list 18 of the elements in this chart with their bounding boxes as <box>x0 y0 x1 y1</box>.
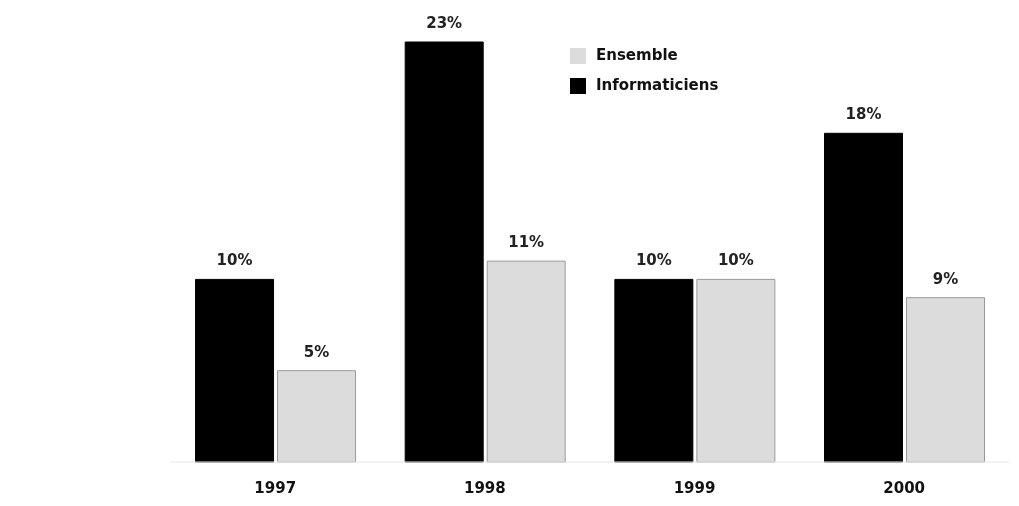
data-label: 10% <box>216 251 253 270</box>
x-tick-label: 1997 <box>254 478 297 497</box>
bar <box>614 278 694 463</box>
data-label: 10% <box>635 251 672 270</box>
legend-label: Informaticiens <box>596 76 719 94</box>
x-tick-label: 1998 <box>463 478 506 497</box>
bar <box>824 132 903 463</box>
data-label: 18% <box>845 105 882 124</box>
data-label: 10% <box>717 251 754 270</box>
data-label: 11% <box>508 233 545 252</box>
data-label: 5% <box>303 342 330 361</box>
x-tick-label: 1999 <box>673 478 716 497</box>
data-label: 9% <box>932 269 959 288</box>
bar <box>404 41 484 463</box>
x-tick-label: 2000 <box>883 478 926 497</box>
data-label: 23% <box>426 14 463 32</box>
legend-label: Ensemble <box>596 46 678 64</box>
bar <box>195 278 275 463</box>
